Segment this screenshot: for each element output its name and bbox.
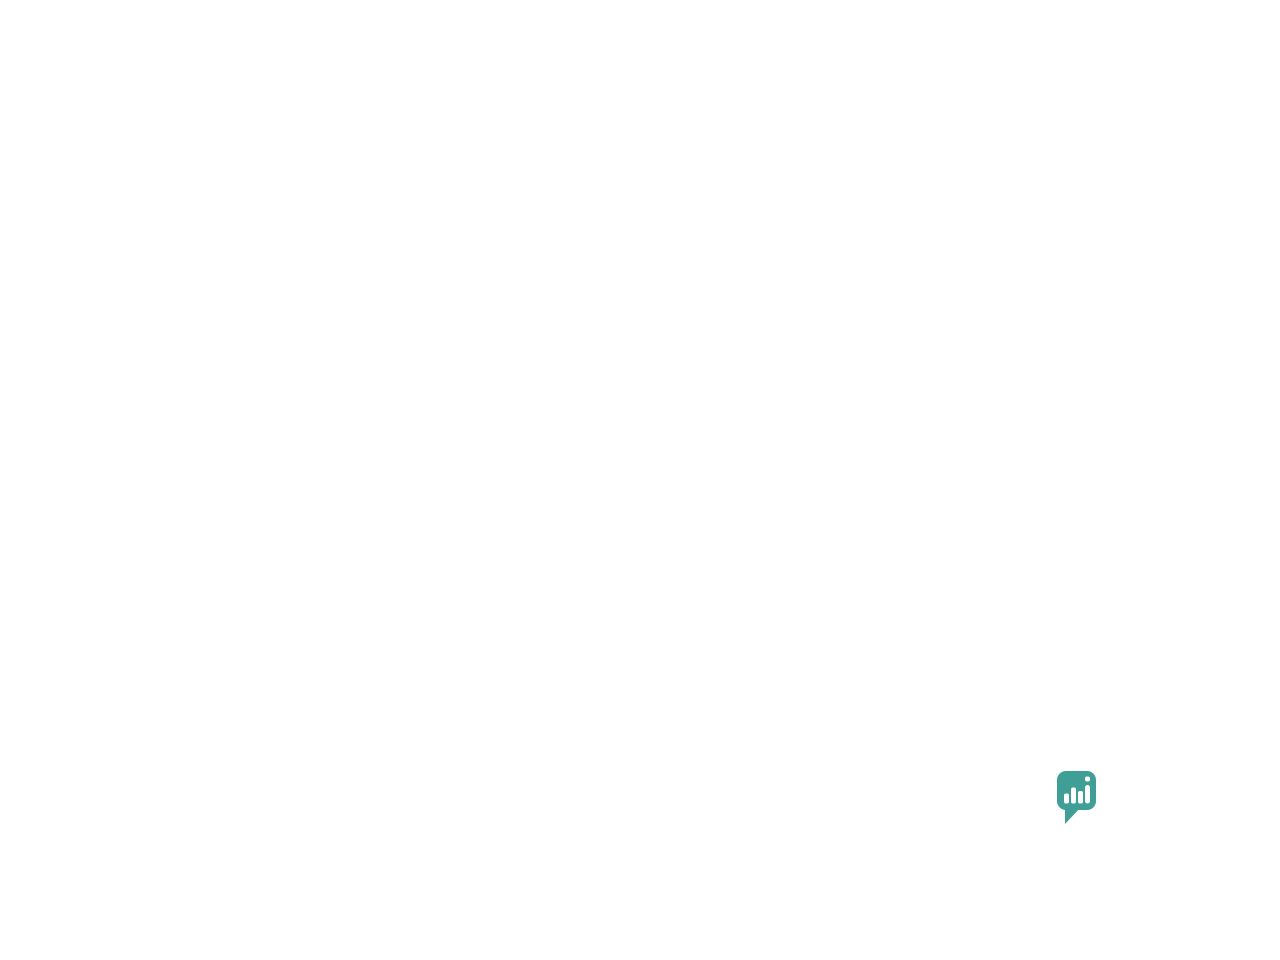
newsworthy-bubble-chart-icon (1057, 771, 1096, 824)
newsworthy-logo (1056, 770, 1114, 830)
